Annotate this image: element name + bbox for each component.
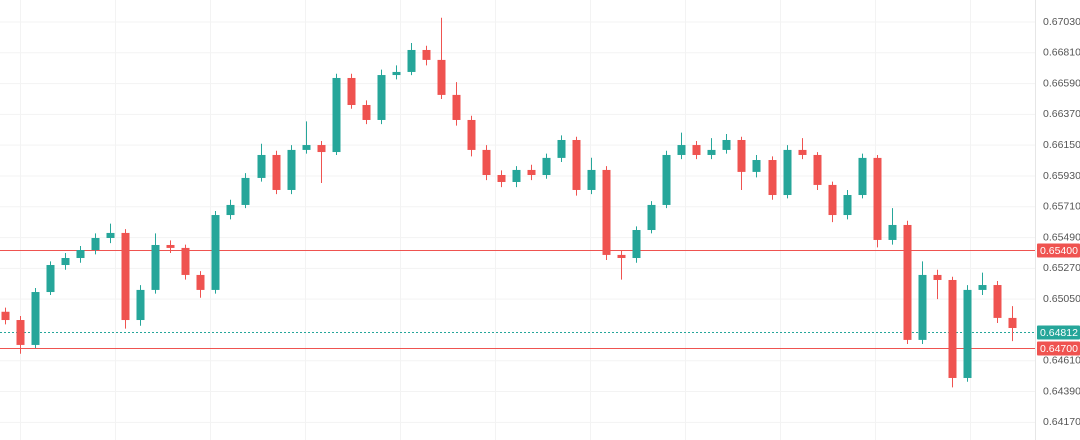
candle-body <box>392 71 401 76</box>
y-tick-label: 0.65490 <box>1043 231 1080 243</box>
candle-body <box>512 169 521 182</box>
y-tick-label: 0.64390 <box>1043 385 1080 397</box>
candle-body <box>828 184 837 216</box>
candle-body <box>587 169 596 190</box>
candle-body <box>542 157 551 175</box>
candle-body <box>31 292 40 345</box>
candle-body <box>287 149 296 190</box>
candle-body <box>106 232 115 238</box>
candle-body <box>76 250 85 259</box>
candle-body <box>257 154 266 178</box>
level-label: 0.64812 <box>1040 327 1078 339</box>
level-label: 0.65400 <box>1040 245 1078 257</box>
candle-body <box>978 285 987 290</box>
candle-body <box>752 160 761 172</box>
y-tick-label: 0.64610 <box>1043 355 1080 367</box>
candle-body <box>632 230 641 259</box>
candle-body <box>452 94 461 120</box>
candle-body <box>211 215 220 290</box>
y-tick-label: 0.65050 <box>1043 293 1080 305</box>
level-label-box <box>1037 341 1080 356</box>
level-label: 0.64700 <box>1040 343 1078 355</box>
y-tick-label: 0.65710 <box>1043 201 1080 213</box>
candle-body <box>707 149 716 155</box>
candle-body <box>993 285 1002 318</box>
y-tick-label: 0.67030 <box>1043 16 1080 28</box>
candle-body <box>121 232 130 321</box>
candle-body <box>136 289 145 321</box>
candle-body <box>888 224 897 240</box>
candle-body <box>1 311 10 321</box>
candle-body <box>272 154 281 190</box>
candle-body <box>467 119 476 150</box>
candle-body <box>362 104 371 120</box>
candle-body <box>91 237 100 251</box>
candle-body <box>241 177 250 205</box>
candle-body <box>1008 317 1017 329</box>
y-tick-label: 0.66370 <box>1043 108 1080 120</box>
candle-body <box>226 204 235 216</box>
candle-body <box>798 149 807 155</box>
candle-body <box>692 145 701 155</box>
candle-body <box>16 320 25 345</box>
candle-body <box>482 149 491 175</box>
candle-body <box>151 244 160 290</box>
candle-body <box>768 160 777 196</box>
candle-body <box>647 204 656 231</box>
y-tick-label: 0.65930 <box>1043 170 1080 182</box>
candle-body <box>332 77 341 153</box>
candle-body <box>662 154 671 205</box>
candle-body <box>918 274 927 340</box>
y-tick-label: 0.66150 <box>1043 139 1080 151</box>
candle-body <box>858 157 867 196</box>
candle-body <box>407 49 416 72</box>
candle-body <box>527 169 536 175</box>
candle-body <box>497 174 506 182</box>
candle-body <box>317 145 326 153</box>
candle-body <box>347 77 356 105</box>
candle-body <box>61 258 70 266</box>
level-label-box <box>1037 243 1080 258</box>
candle-body <box>903 224 912 340</box>
candle-body <box>963 289 972 378</box>
candle-body <box>873 157 882 240</box>
candle-body <box>572 139 581 190</box>
candle-body <box>302 145 311 150</box>
candle-body <box>166 244 175 248</box>
y-tick-label: 0.64170 <box>1043 416 1080 428</box>
candle-body <box>933 274 942 280</box>
candle-body <box>843 195 852 216</box>
candles <box>1 17 1017 388</box>
levels <box>0 250 1035 349</box>
y-tick-label: 0.65270 <box>1043 262 1080 274</box>
candle-body <box>813 154 822 185</box>
y-tick-label: 0.66590 <box>1043 77 1080 89</box>
candle-body <box>602 169 611 255</box>
candle-body <box>722 139 731 150</box>
candle-body <box>377 75 386 120</box>
level-label-box <box>1037 325 1080 340</box>
candle-body <box>783 149 792 196</box>
candle-body <box>437 59 446 95</box>
candle-body <box>677 145 686 155</box>
candle-body <box>422 49 431 60</box>
candle-body <box>557 139 566 158</box>
candle-body <box>46 265 55 293</box>
candle-body <box>948 279 957 378</box>
y-tick-label: 0.66810 <box>1043 47 1080 59</box>
grid <box>0 0 1035 440</box>
candle-body <box>181 247 190 275</box>
candle-body <box>737 139 746 172</box>
price-axis: 0.67030 0.66810 0.66590 0.66370 0.66150 0.659… <box>1037 16 1080 428</box>
candle-body <box>196 274 205 290</box>
candle-body <box>617 254 626 259</box>
